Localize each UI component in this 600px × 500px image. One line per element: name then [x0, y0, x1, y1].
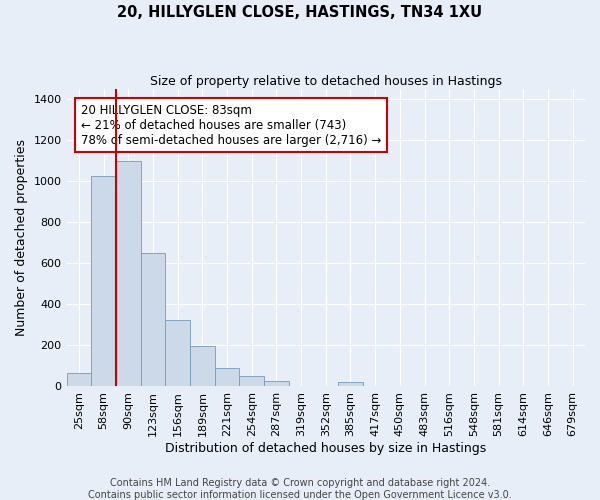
Text: Contains HM Land Registry data © Crown copyright and database right 2024.
Contai: Contains HM Land Registry data © Crown c… — [88, 478, 512, 500]
Bar — [140, 253, 165, 386]
Bar — [215, 368, 239, 386]
Bar — [116, 161, 140, 386]
Bar — [338, 382, 363, 386]
Text: 20 HILLYGLEN CLOSE: 83sqm
← 21% of detached houses are smaller (743)
78% of semi: 20 HILLYGLEN CLOSE: 83sqm ← 21% of detac… — [81, 104, 381, 146]
X-axis label: Distribution of detached houses by size in Hastings: Distribution of detached houses by size … — [165, 442, 487, 455]
Y-axis label: Number of detached properties: Number of detached properties — [15, 140, 28, 336]
Text: 20, HILLYGLEN CLOSE, HASTINGS, TN34 1XU: 20, HILLYGLEN CLOSE, HASTINGS, TN34 1XU — [118, 5, 482, 20]
Title: Size of property relative to detached houses in Hastings: Size of property relative to detached ho… — [150, 75, 502, 88]
Bar — [91, 176, 116, 386]
Bar — [190, 346, 215, 387]
Bar — [165, 320, 190, 386]
Bar — [239, 376, 264, 386]
Bar — [67, 373, 91, 386]
Bar — [264, 382, 289, 386]
